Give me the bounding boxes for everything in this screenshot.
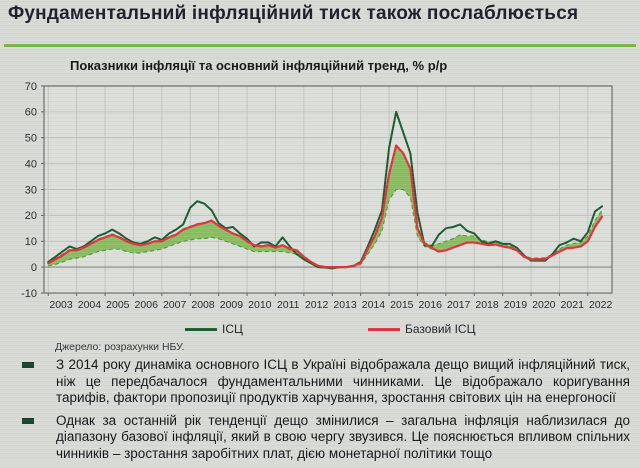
svg-text:2015: 2015: [390, 299, 414, 311]
svg-text:2022: 2022: [589, 299, 613, 311]
svg-text:2013: 2013: [333, 299, 357, 311]
bullet-text: З 2014 року динаміка основного ІСЦ в Укр…: [56, 357, 630, 405]
svg-text:70: 70: [25, 81, 37, 93]
page-title: Фундаментальний інфляційний тиск також п…: [8, 3, 579, 24]
svg-text:2016: 2016: [419, 299, 443, 311]
svg-text:2004: 2004: [78, 299, 102, 311]
bullet-square-icon: [22, 362, 34, 368]
svg-text:60: 60: [25, 107, 37, 119]
svg-text:2003: 2003: [49, 299, 73, 311]
svg-text:2017: 2017: [447, 299, 471, 311]
svg-text:2020: 2020: [532, 299, 556, 311]
title-accent-rule: [4, 44, 636, 47]
inflation-chart: 2003 2004 2005 2006 2007 2008 2009 2010 2011 2012…: [2, 80, 620, 316]
svg-text:2021: 2021: [561, 299, 585, 311]
svg-text:-10: -10: [21, 288, 37, 300]
legend-label-icp: ІСЦ: [222, 322, 243, 336]
chart-source: Джерело: розрахунки НБУ.: [55, 341, 185, 353]
list-item: Однак за останній рік тенденції дещо змі…: [12, 413, 630, 463]
bullet-list: З 2014 року динаміка основного ІСЦ в Укр…: [12, 357, 630, 468]
svg-text:2010: 2010: [248, 299, 272, 311]
bullet-square-icon: [22, 417, 34, 424]
chart-title: Показники інфляції та основний інфляційн…: [70, 58, 448, 73]
svg-text:2019: 2019: [504, 299, 528, 311]
svg-text:20: 20: [25, 210, 37, 222]
svg-text:0: 0: [31, 262, 37, 274]
svg-text:2012: 2012: [305, 299, 329, 311]
svg-text:2008: 2008: [191, 299, 215, 311]
svg-text:2011: 2011: [277, 299, 300, 311]
svg-text:50: 50: [25, 133, 37, 145]
bullet-text: Однак за останній рік тенденції дещо змі…: [56, 412, 630, 461]
svg-text:2009: 2009: [220, 299, 244, 311]
legend-item-core-icp: Базовий ІСЦ: [368, 322, 475, 336]
core-icp-line-swatch: [368, 327, 400, 331]
inflation-chart-svg: 2003 2004 2005 2006 2007 2008 2009 2010 2011 2012…: [21, 81, 613, 311]
svg-text:2005: 2005: [106, 299, 130, 311]
svg-text:2014: 2014: [362, 299, 386, 311]
svg-text:2007: 2007: [163, 299, 187, 311]
svg-text:2018: 2018: [475, 299, 499, 311]
legend-label-core-icp: Базовий ІСЦ: [405, 322, 476, 336]
svg-text:40: 40: [25, 158, 37, 170]
icp-line-swatch: [185, 327, 217, 331]
chart-legend: ІСЦ Базовий ІСЦ: [0, 322, 640, 338]
svg-text:2006: 2006: [135, 299, 159, 311]
svg-text:10: 10: [25, 236, 37, 248]
legend-item-icp: ІСЦ: [185, 322, 243, 336]
list-item: З 2014 року динаміка основного ІСЦ в Укр…: [12, 357, 630, 407]
svg-text:30: 30: [25, 184, 37, 196]
